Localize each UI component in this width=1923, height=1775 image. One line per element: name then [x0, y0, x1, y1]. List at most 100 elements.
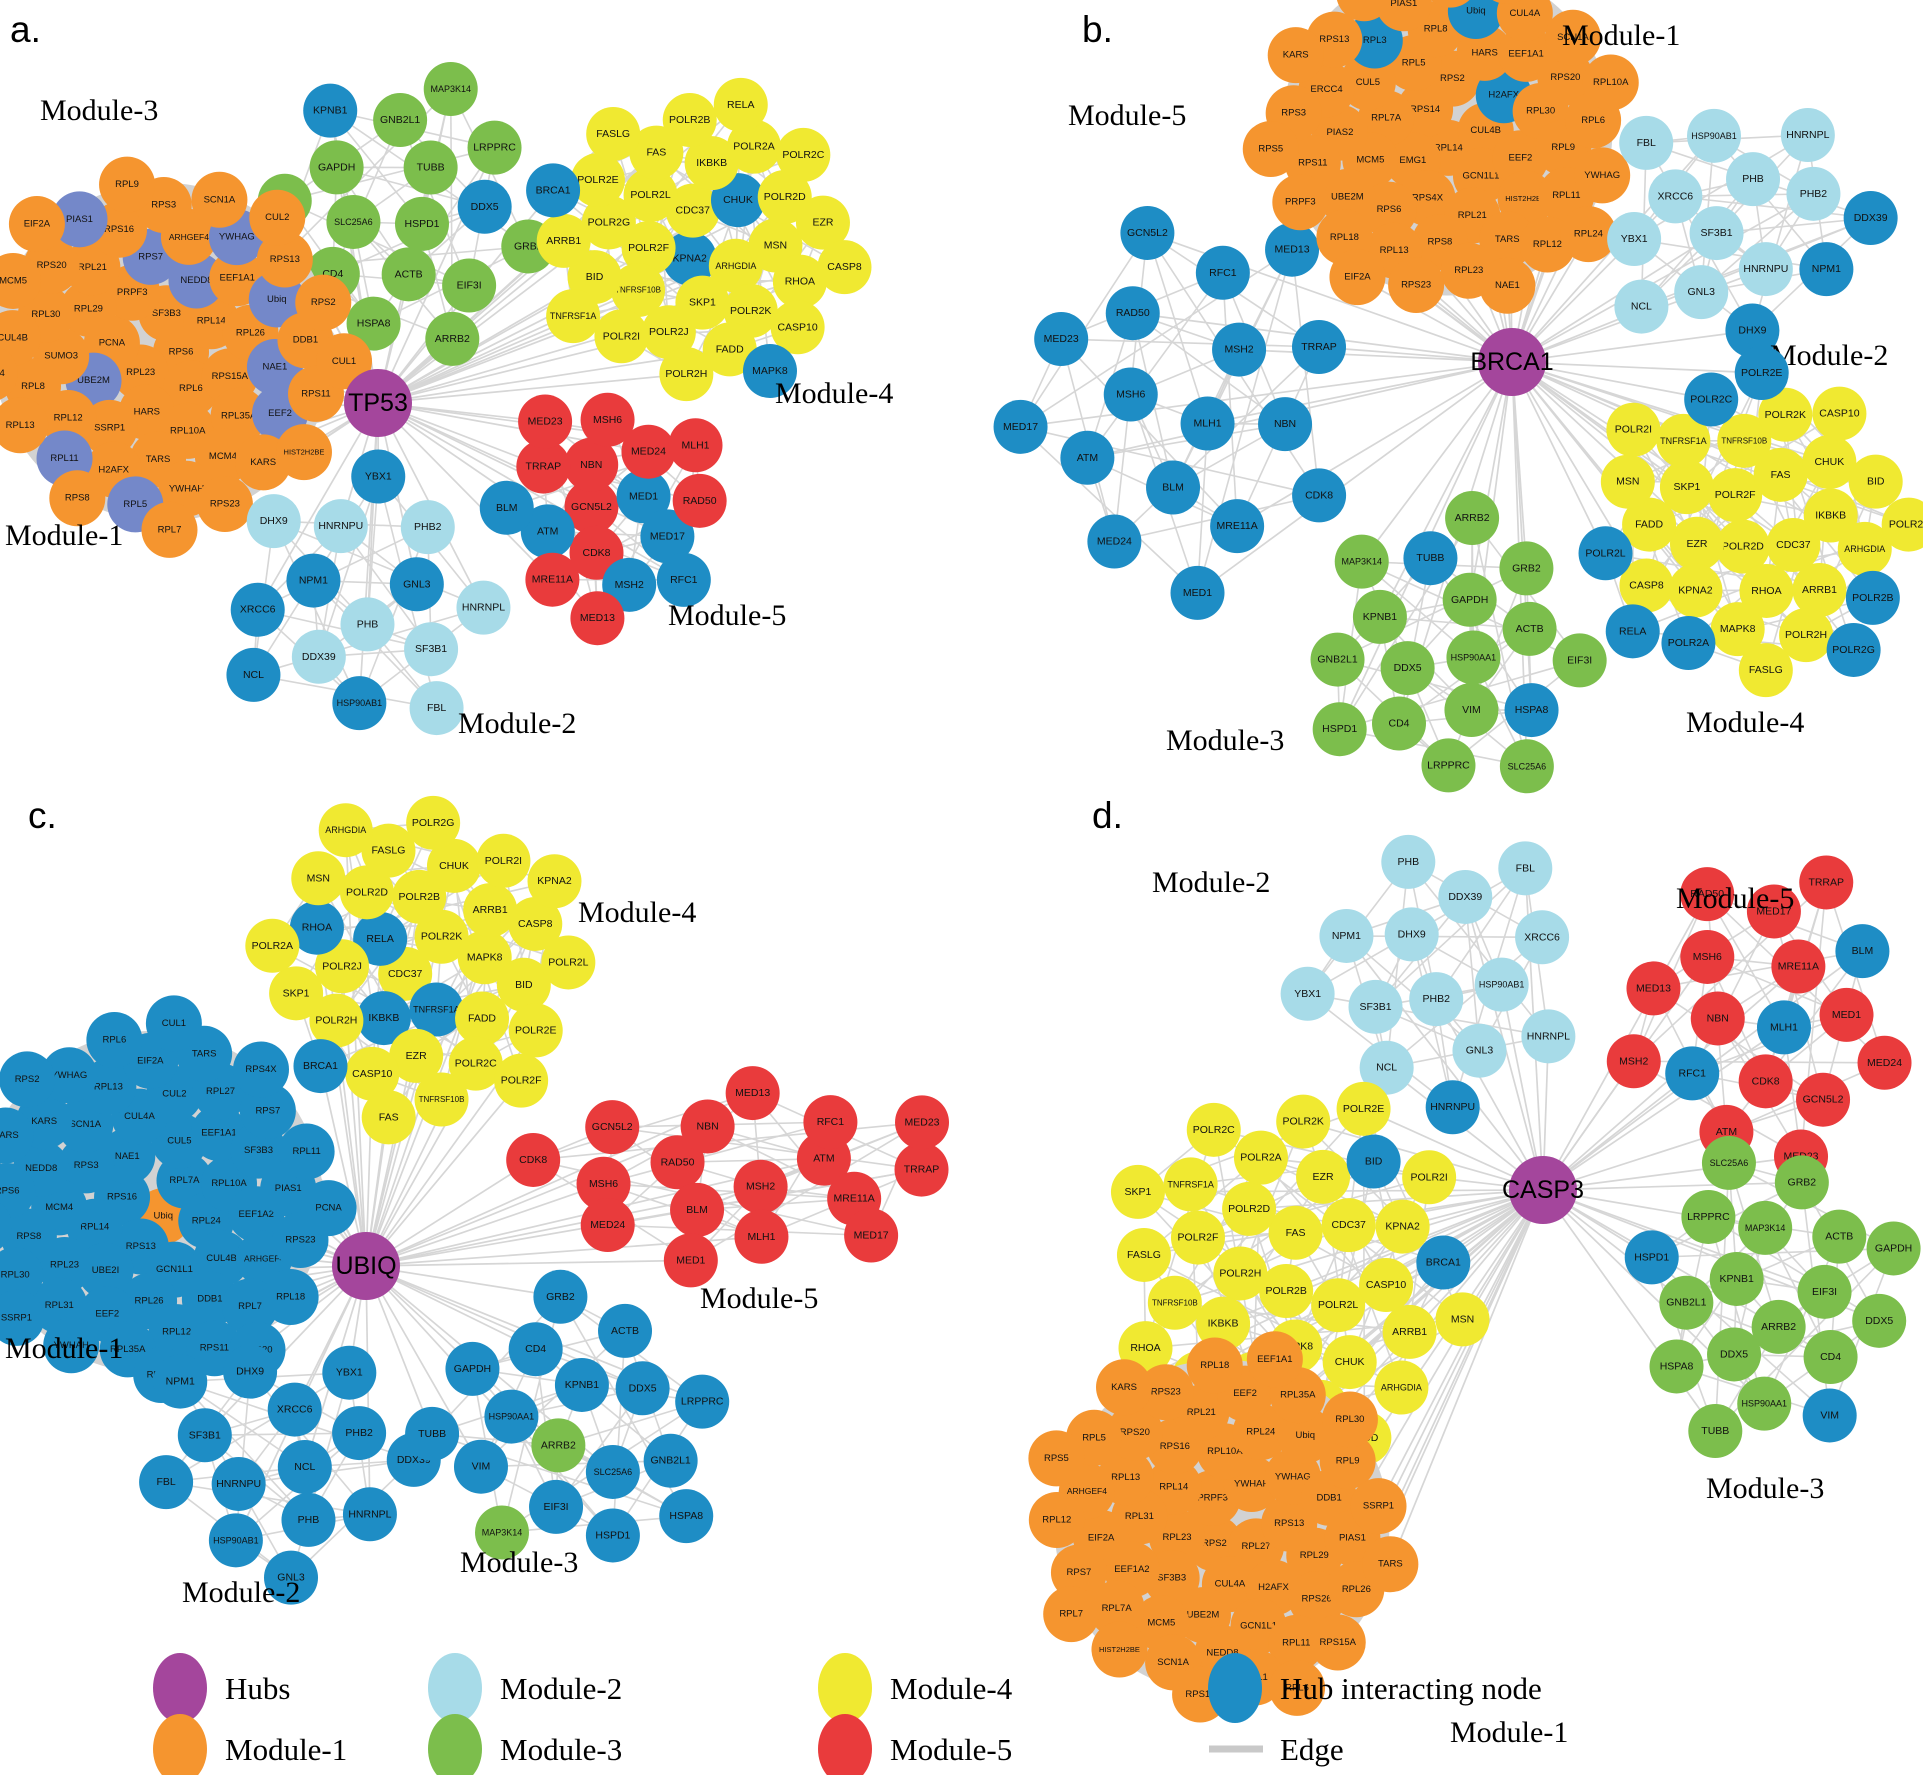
panel-letter-c: c.: [28, 795, 57, 836]
node-label-POLR2I: POLR2I: [1615, 424, 1652, 436]
node-label-KPNA2: KPNA2: [537, 875, 572, 887]
node-label-HSP90AB1: HSP90AB1: [337, 698, 383, 708]
node-label-RPL35A: RPL35A: [221, 410, 257, 421]
edge: [612, 1126, 922, 1171]
node-GAPDH: [445, 1341, 500, 1396]
node-TRRAP: [894, 1142, 949, 1197]
node-label-HSP90AA1: HSP90AA1: [1451, 652, 1497, 662]
legend-label: Module-2: [500, 1671, 622, 1706]
hub-UBIQ: [332, 1232, 400, 1300]
node-label-RHOA: RHOA: [785, 276, 815, 288]
module-title-module-2: Module-2: [1152, 866, 1270, 899]
node-PHB: [1381, 834, 1436, 889]
node-TUBB: [1688, 1404, 1743, 1459]
node-label-BLM: BLM: [686, 1204, 708, 1216]
node-label-MSH2: MSH2: [615, 579, 644, 591]
node-label-KPNB1: KPNB1: [313, 105, 348, 117]
node-label-GNL3: GNL3: [1466, 1045, 1494, 1057]
node-label-HNRNPU: HNRNPU: [1430, 1101, 1475, 1113]
node-label-EEF1A1: EEF1A1: [1508, 48, 1543, 59]
edge: [1196, 423, 1209, 593]
edge: [1236, 361, 1513, 527]
node-MED17: [1746, 884, 1801, 939]
edge: [1511, 232, 1718, 363]
node-YBX1: [351, 449, 406, 504]
node-label-MED13: MED13: [1275, 244, 1310, 256]
node-ATM: [520, 504, 575, 559]
node-label-MSN: MSN: [307, 872, 330, 884]
node-label-UBE2M: UBE2M: [77, 375, 110, 386]
node-MCM5: [0, 252, 42, 309]
node-CUL2: [249, 189, 306, 246]
node-label-CDK8: CDK8: [519, 1154, 547, 1166]
node-label-RPL14: RPL14: [1159, 1482, 1188, 1493]
node-label-MED23: MED23: [1044, 333, 1079, 345]
node-label-BLM: BLM: [1162, 482, 1184, 494]
node-label-MRE11A: MRE11A: [1217, 520, 1258, 532]
node-label-SF3B3: SF3B3: [152, 308, 181, 319]
node-label-POLR2H: POLR2H: [315, 1015, 357, 1027]
node-MED23: [518, 394, 573, 449]
node-label-YWHAG: YWHAG: [51, 1070, 87, 1081]
node-GNB2L1: [1659, 1275, 1714, 1330]
node-NEDD8: [168, 252, 225, 309]
node-label-TNFRSF10B: TNFRSF10B: [1152, 1298, 1198, 1307]
node-MSH2: [1212, 322, 1267, 377]
node-label-GAPDH: GAPDH: [1875, 1242, 1912, 1254]
node-label-MED17: MED17: [650, 530, 685, 542]
edge: [1337, 658, 1532, 711]
node-label-SCN1A: SCN1A: [204, 194, 236, 205]
node-EZR: [795, 195, 850, 250]
edge: [1500, 984, 1544, 1191]
node-label-RPS7: RPS7: [255, 1105, 280, 1116]
node-RAD50: [650, 1135, 705, 1190]
node-label-RPS23: RPS23: [1151, 1387, 1181, 1398]
node-RPS23: [1137, 1364, 1194, 1421]
node-label-YWHAG: YWHAG: [219, 232, 255, 243]
node-POLR2H: [1779, 608, 1834, 663]
node-CD4: [508, 1322, 563, 1377]
node-KPNA2: [662, 231, 717, 286]
node-POLR2J: [1881, 497, 1923, 552]
node-RPL9: [99, 156, 156, 213]
node-label-BRCA1: BRCA1: [303, 1060, 338, 1072]
node-label-NEDD8: NEDD8: [1206, 1648, 1238, 1659]
node-label-EEF2: EEF2: [1233, 1388, 1257, 1399]
node-label-MSH6: MSH6: [1116, 389, 1145, 401]
node-label-POLR2D: POLR2D: [346, 886, 388, 898]
legend-item-module-3: Module-3: [428, 1714, 622, 1775]
node-label-GCN1L1: GCN1L1: [156, 1264, 193, 1275]
node-BRCA1: [293, 1039, 348, 1094]
node-label-RPL29: RPL29: [74, 303, 103, 314]
node-label-CDK8: CDK8: [1752, 1075, 1780, 1087]
node-label-RPL11: RPL11: [1552, 190, 1580, 201]
node-label-POLR2F: POLR2F: [501, 1075, 542, 1087]
edge: [1249, 1189, 1544, 1210]
edge: [365, 1182, 604, 1267]
node-POLR2I: [594, 309, 649, 364]
node-RFC1: [803, 1095, 858, 1150]
node-RPL6: [1269, 1659, 1326, 1716]
node-label-VIM: VIM: [1462, 704, 1481, 716]
node-label-ACTB: ACTB: [611, 1325, 639, 1337]
hub-label-TP53: TP53: [348, 389, 408, 417]
node-label-CUL1: CUL1: [162, 1018, 186, 1029]
legend-item-module-1: Module-1: [153, 1714, 347, 1775]
node-label-POLR2H: POLR2H: [1219, 1267, 1261, 1279]
node-label-RPS8: RPS8: [65, 493, 90, 504]
node-label-NPM1: NPM1: [299, 575, 328, 587]
node-label-RFC1: RFC1: [817, 1116, 845, 1128]
node-label-BID: BID: [1365, 1156, 1383, 1168]
node-POLR2H: [309, 993, 364, 1048]
node-HARS: [0, 1107, 34, 1164]
node-label-MED13: MED13: [735, 1087, 770, 1099]
node-label-POLR2D: POLR2D: [1228, 1203, 1270, 1215]
node-label-RPL30: RPL30: [31, 309, 60, 320]
node-HNRNPL: [456, 580, 511, 635]
node-label-YWHAH: YWHAH: [169, 483, 205, 494]
node-CHUK: [426, 838, 481, 893]
node-label-POLR2J: POLR2J: [1889, 519, 1923, 531]
node-HNRNPL: [1521, 1009, 1576, 1064]
node-label-GNB2L1: GNB2L1: [651, 1455, 691, 1467]
node-SF3B1: [1689, 206, 1744, 261]
